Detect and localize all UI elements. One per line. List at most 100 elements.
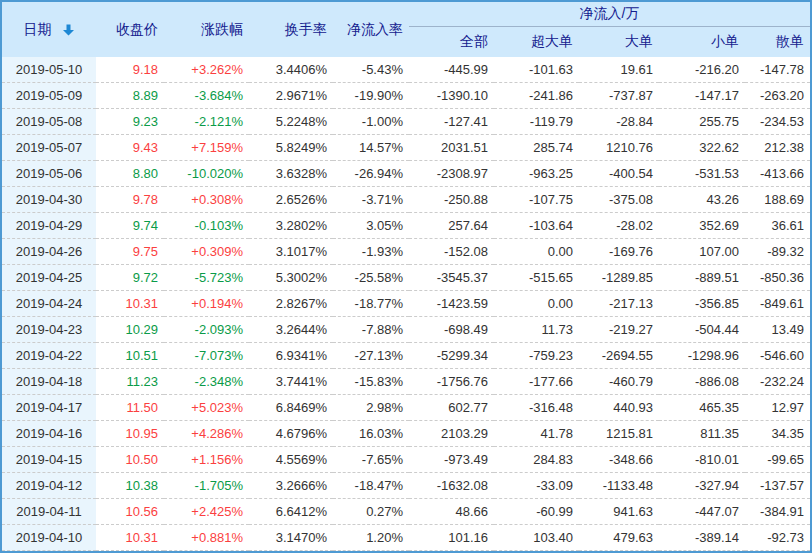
turnover-cell: 4.6796%	[249, 421, 333, 447]
inflow-super-large-cell: 41.78	[494, 421, 579, 447]
inflow-large-cell: -348.66	[579, 447, 659, 473]
date-cell: 2019-04-15	[2, 447, 96, 473]
turnover-cell: 3.2644%	[249, 317, 333, 343]
change-cell: -10.020%	[164, 161, 249, 187]
inflow-super-large-cell: -963.25	[494, 161, 579, 187]
date-cell: 2019-05-10	[2, 57, 96, 83]
inflow-large-cell: -460.79	[579, 369, 659, 395]
inflow-large-cell: 19.61	[579, 57, 659, 83]
history-table: 日期 收盘价 涨跌幅 换手率 净流入率 净流入/万 全部 超大单 大单 小单 散…	[2, 2, 810, 551]
column-header-date[interactable]: 日期	[2, 2, 96, 57]
change-cell: -2.348%	[164, 369, 249, 395]
date-cell: 2019-04-17	[2, 395, 96, 421]
close-cell: 10.29	[96, 317, 164, 343]
inflow-small-cell: -810.01	[659, 447, 745, 473]
column-header-small[interactable]: 小单	[659, 26, 745, 57]
inflow-super-large-cell: -241.86	[494, 83, 579, 109]
close-cell: 10.31	[96, 291, 164, 317]
inflow-retail-cell: 212.38	[745, 135, 810, 161]
change-cell: +5.023%	[164, 395, 249, 421]
table-row: 2019-04-25 9.72 -5.723% 5.3002% -25.58% …	[2, 265, 810, 291]
turnover-cell: 3.2666%	[249, 473, 333, 499]
inflow-all-cell: 101.16	[409, 525, 494, 551]
inflow-retail-cell: 13.49	[745, 317, 810, 343]
table-row: 2019-05-08 9.23 -2.121% 5.2248% -1.00% -…	[2, 109, 810, 135]
inflow-large-cell: 1210.76	[579, 135, 659, 161]
close-cell: 10.38	[96, 473, 164, 499]
column-header-change[interactable]: 涨跌幅	[164, 2, 249, 57]
turnover-cell: 4.5569%	[249, 447, 333, 473]
inflow-small-cell: -147.17	[659, 83, 745, 109]
turnover-cell: 2.6526%	[249, 187, 333, 213]
close-cell: 9.18	[96, 57, 164, 83]
inflow-super-large-cell: -515.65	[494, 265, 579, 291]
inflow-all-cell: -1632.08	[409, 473, 494, 499]
inflow-rate-cell: 1.20%	[333, 525, 409, 551]
change-cell: +0.881%	[164, 525, 249, 551]
close-cell: 11.23	[96, 369, 164, 395]
column-header-close[interactable]: 收盘价	[96, 2, 164, 57]
inflow-all-cell: -250.88	[409, 187, 494, 213]
inflow-rate-cell: -3.71%	[333, 187, 409, 213]
column-header-retail[interactable]: 散单	[745, 26, 810, 57]
inflow-retail-cell: -89.32	[745, 239, 810, 265]
table-row: 2019-05-09 8.89 -3.684% 2.9671% -19.90% …	[2, 83, 810, 109]
column-group-net-inflow: 净流入/万	[409, 2, 810, 26]
inflow-small-cell: 107.00	[659, 239, 745, 265]
turnover-cell: 6.8469%	[249, 395, 333, 421]
turnover-cell: 3.1470%	[249, 525, 333, 551]
inflow-small-cell: -356.85	[659, 291, 745, 317]
change-cell: +2.425%	[164, 499, 249, 525]
inflow-rate-cell: -1.00%	[333, 109, 409, 135]
inflow-super-large-cell: -107.75	[494, 187, 579, 213]
date-cell: 2019-04-10	[2, 525, 96, 551]
inflow-large-cell: 440.93	[579, 395, 659, 421]
inflow-small-cell: 43.26	[659, 187, 745, 213]
turnover-cell: 3.1017%	[249, 239, 333, 265]
inflow-rate-cell: -18.47%	[333, 473, 409, 499]
table-row: 2019-04-30 9.78 +0.308% 2.6526% -3.71% -…	[2, 187, 810, 213]
inflow-rate-cell: -7.65%	[333, 447, 409, 473]
change-cell: -2.093%	[164, 317, 249, 343]
stock-fund-flow-table: 日期 收盘价 涨跌幅 换手率 净流入率 净流入/万 全部 超大单 大单 小单 散…	[0, 0, 812, 553]
close-cell: 9.75	[96, 239, 164, 265]
column-header-large[interactable]: 大单	[579, 26, 659, 57]
close-cell: 9.43	[96, 135, 164, 161]
column-header-super-large[interactable]: 超大单	[494, 26, 579, 57]
column-header-all[interactable]: 全部	[409, 26, 494, 57]
inflow-all-cell: 602.77	[409, 395, 494, 421]
date-cell: 2019-04-26	[2, 239, 96, 265]
turnover-cell: 5.2248%	[249, 109, 333, 135]
close-cell: 8.89	[96, 83, 164, 109]
close-cell: 11.50	[96, 395, 164, 421]
inflow-small-cell: 465.35	[659, 395, 745, 421]
inflow-retail-cell: -849.61	[745, 291, 810, 317]
date-cell: 2019-04-11	[2, 499, 96, 525]
table-header: 日期 收盘价 涨跌幅 换手率 净流入率 净流入/万 全部 超大单 大单 小单 散…	[2, 2, 810, 57]
inflow-all-cell: -973.49	[409, 447, 494, 473]
inflow-all-cell: -1423.59	[409, 291, 494, 317]
inflow-small-cell: -504.44	[659, 317, 745, 343]
inflow-super-large-cell: 0.00	[494, 291, 579, 317]
inflow-retail-cell: 12.97	[745, 395, 810, 421]
table-row: 2019-04-22 10.51 -7.073% 6.9341% -27.13%…	[2, 343, 810, 369]
column-header-inflow-rate[interactable]: 净流入率	[333, 2, 409, 57]
inflow-super-large-cell: 0.00	[494, 239, 579, 265]
turnover-cell: 3.4406%	[249, 57, 333, 83]
date-cell: 2019-04-23	[2, 317, 96, 343]
turnover-cell: 6.9341%	[249, 343, 333, 369]
inflow-super-large-cell: -60.99	[494, 499, 579, 525]
inflow-large-cell: -2694.55	[579, 343, 659, 369]
inflow-all-cell: -698.49	[409, 317, 494, 343]
inflow-large-cell: -400.54	[579, 161, 659, 187]
inflow-all-cell: 257.64	[409, 213, 494, 239]
inflow-super-large-cell: -101.63	[494, 57, 579, 83]
change-cell: +1.156%	[164, 447, 249, 473]
inflow-super-large-cell: -177.66	[494, 369, 579, 395]
close-cell: 9.72	[96, 265, 164, 291]
inflow-small-cell: 811.35	[659, 421, 745, 447]
inflow-retail-cell: -850.36	[745, 265, 810, 291]
column-header-turnover[interactable]: 换手率	[249, 2, 333, 57]
inflow-small-cell: -1298.96	[659, 343, 745, 369]
turnover-cell: 5.3002%	[249, 265, 333, 291]
